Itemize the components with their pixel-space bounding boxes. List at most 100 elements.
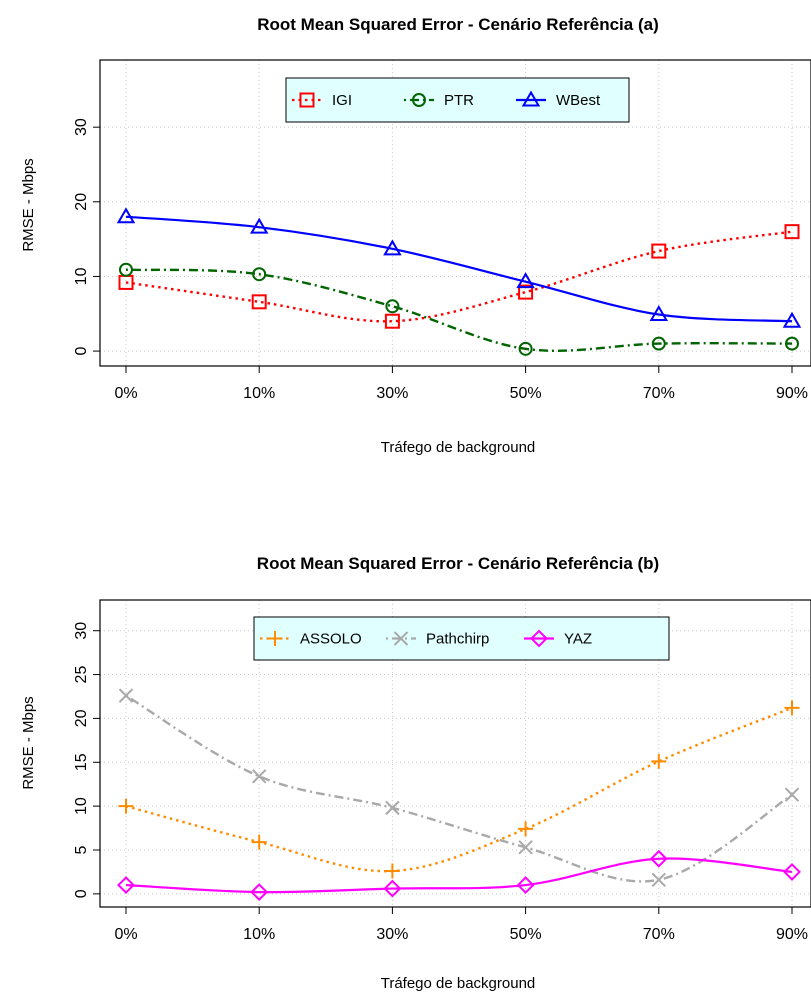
chart-a-xtick-label: 0%: [114, 385, 137, 402]
chart-b-data-point: [384, 863, 400, 879]
chart-b-grid: [100, 600, 811, 907]
chart-b-frame: [99, 599, 811, 908]
chart-b-xtick-label: 10%: [243, 926, 275, 943]
chart-a-legend: IGI PTR WBest: [285, 77, 630, 123]
chart-b-title: Root Mean Squared Error - Cenário Referê…: [257, 554, 659, 573]
chart-a-legend-label: WBest: [556, 92, 601, 109]
chart-b-xtick-label: 30%: [376, 926, 408, 943]
chart-b-ytick-label: 10: [73, 797, 90, 815]
chart-b-series-line: [125, 706, 793, 873]
chart-a-data-point: [516, 272, 535, 289]
chart-a-legend-label: PTR: [444, 92, 474, 109]
chart-a-series-wbest: [116, 207, 802, 328]
chart-a-svg: Root Mean Squared Error - Cenário Referê…: [20, 15, 811, 456]
chart-b-legend: ASSOLO Pathchirp YAZ: [253, 616, 670, 661]
chart-a-data-point: [649, 305, 669, 322]
chart-a-ytick-label: 10: [73, 267, 90, 285]
chart-b-ytick-label: 0: [73, 889, 90, 898]
chart-b-series-yaz: [117, 849, 801, 902]
chart-b-xtick-label: 90%: [776, 926, 808, 943]
chart-b-data-point: [518, 840, 533, 855]
chart-a-series-ptr: [119, 262, 799, 356]
chart-b-data-point: [518, 821, 534, 837]
chart-a-series-line: [125, 230, 793, 323]
chart-b-data-point: [784, 787, 800, 802]
chart-b-xlabel: Tráfego de background: [381, 975, 536, 992]
chart-b: Root Mean Squared Error - Cenário Referê…: [0, 520, 811, 995]
chart-b-ylabel: RMSE - Mbps: [20, 696, 37, 789]
chart-a-data-point: [782, 311, 802, 328]
chart-b-data-point: [385, 800, 400, 816]
chart-b-x-axis: 0% 10% 30% 50% 70% 90%: [114, 907, 808, 943]
chart-b-legend-marker: [267, 631, 283, 646]
chart-b-data-point: [118, 688, 134, 703]
chart-b-xtick-label: 0%: [114, 926, 137, 943]
chart-a-y-axis: 0 10 20 30: [73, 118, 100, 356]
chart-b-legend-box: [253, 616, 670, 661]
chart-a-data-point: [385, 299, 400, 314]
chart-b-data-point: [784, 700, 800, 716]
chart-a-legend-box: [285, 77, 630, 123]
chart-b-ytick-label: 20: [73, 709, 90, 727]
chart-b-series-pathchirp: [118, 688, 800, 888]
chart-a-xtick-label: 30%: [376, 385, 408, 402]
chart-b-series-assolo: [118, 700, 800, 879]
chart-a-legend-marker: [299, 92, 315, 108]
chart-a-data-point: [252, 267, 267, 282]
chart-a-data-point: [651, 336, 666, 351]
chart-a-data-point: [784, 224, 800, 240]
chart-a-x-axis: 0% 10% 30% 50% 70% 90%: [114, 366, 808, 402]
chart-b-series-line: [125, 694, 793, 883]
chart-a-data-point: [251, 294, 267, 310]
chart-b-ytick-label: 30: [73, 622, 90, 640]
chart-a-data-point: [119, 262, 133, 277]
chart-a-xtick-label: 70%: [643, 385, 675, 402]
chart-a-series-line: [125, 215, 793, 323]
chart-b-data-point: [383, 879, 402, 898]
chart-b-y-axis: 0 5 10 15 20 25 30: [73, 622, 100, 898]
chart-b-data-point: [250, 883, 269, 902]
chart-b-xtick-label: 70%: [643, 926, 675, 943]
chart-b-legend-label: Pathchirp: [426, 631, 489, 648]
chart-a-frame: [99, 59, 811, 367]
chart-a-data-point: [518, 284, 534, 300]
chart-b-data-point: [651, 753, 667, 769]
chart-a-data-point: [249, 217, 269, 234]
chart-b-ytick-label: 5: [73, 845, 90, 854]
chart-b-data-point: [118, 798, 134, 814]
chart-a-data-point: [384, 313, 400, 329]
chart-a-legend-label: IGI: [332, 92, 352, 109]
chart-b-legend-marker: [393, 631, 409, 646]
chart-b-data-point: [516, 876, 535, 894]
chart-b-ytick-label: 25: [73, 666, 90, 684]
chart-b-legend-label: ASSOLO: [300, 631, 362, 648]
chart-b-svg: Root Mean Squared Error - Cenário Referê…: [20, 554, 811, 992]
chart-a-series-igi: [118, 224, 800, 329]
chart-a-xtick-label: 50%: [510, 385, 542, 402]
chart-b-data-point: [651, 872, 667, 888]
chart-b-data-point: [783, 863, 801, 881]
chart-b-data-point: [251, 834, 267, 850]
chart-b-legend-label: YAZ: [564, 631, 592, 648]
chart-a-ytick-label: 20: [73, 193, 90, 211]
chart-a-ytick-label: 30: [73, 118, 90, 136]
chart-b-ytick-label: 15: [73, 753, 90, 771]
chart-a-xtick-label: 90%: [776, 385, 808, 402]
chart-a-legend-marker: [521, 90, 541, 107]
chart-a-ytick-label: 0: [73, 347, 90, 356]
chart-b-legend-marker: [530, 629, 548, 648]
chart-a-series-line: [125, 268, 793, 352]
chart-a-xlabel: Tráfego de background: [381, 439, 536, 456]
chart-b-xtick-label: 50%: [510, 926, 542, 943]
chart-a-data-point: [785, 336, 799, 351]
chart-a-data-point: [651, 243, 667, 259]
chart-a-grid: [100, 60, 811, 366]
chart-a-data-point: [518, 341, 533, 356]
chart-a-xtick-label: 10%: [243, 385, 275, 402]
chart-a: Root Mean Squared Error - Cenário Referê…: [0, 0, 811, 480]
chart-b-data-point: [649, 849, 668, 868]
chart-b-data-point: [251, 769, 267, 784]
chart-b-data-point: [117, 876, 135, 894]
chart-a-legend-marker: [412, 93, 426, 107]
chart-a-data-point: [383, 239, 402, 256]
